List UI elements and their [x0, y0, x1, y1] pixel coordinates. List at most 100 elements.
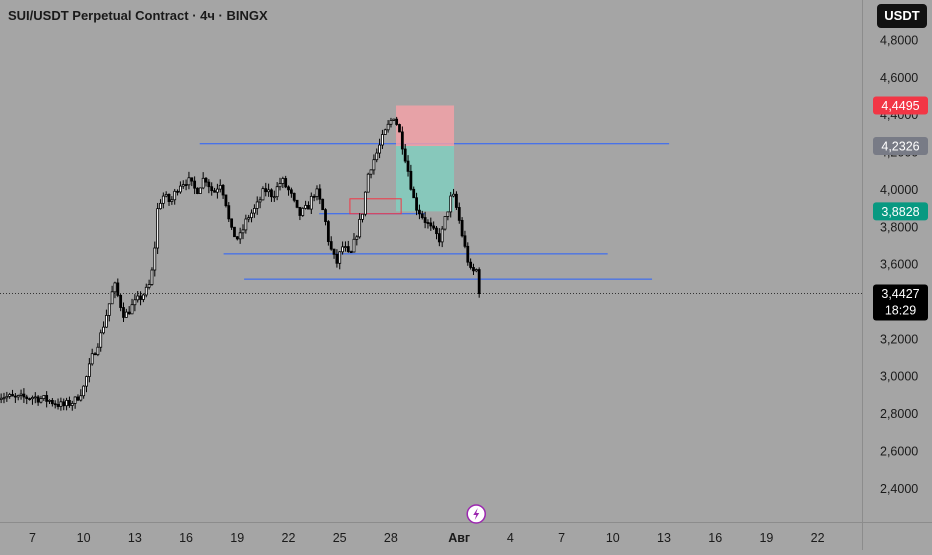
candle-body — [369, 169, 373, 175]
candle — [449, 191, 453, 218]
candle-body — [352, 238, 356, 253]
candle-body — [429, 222, 433, 227]
rectangle-drawing[interactable] — [349, 198, 402, 215]
candle-body — [349, 251, 353, 254]
time-axis[interactable]: 7 10 13 16 19 22 25 28 Авг 4 7 10 13 16 19 22 — [0, 504, 932, 545]
currency-button[interactable]: USDT — [877, 4, 927, 28]
candle-body — [184, 184, 188, 186]
candle-body — [321, 198, 325, 211]
candle — [406, 155, 410, 177]
candle — [215, 183, 219, 199]
candle-body — [0, 397, 3, 400]
candle — [48, 399, 51, 405]
candle-body — [19, 393, 23, 396]
candle-body — [230, 218, 234, 228]
candle-body — [28, 398, 31, 401]
candle — [210, 182, 214, 196]
candle — [144, 283, 148, 298]
lightning-icon[interactable] — [466, 504, 486, 524]
candle-body — [56, 404, 60, 407]
candle — [164, 191, 168, 198]
candle — [284, 175, 288, 189]
candle — [264, 182, 268, 197]
candle-body — [204, 177, 208, 183]
candle — [73, 396, 77, 409]
candle-body — [5, 395, 9, 399]
y-tick-label: 3,2000 — [880, 332, 918, 346]
candle-body — [267, 189, 271, 193]
candle — [261, 186, 265, 201]
candle-body — [102, 326, 105, 334]
candle-body — [210, 186, 214, 192]
candle-body — [378, 144, 381, 154]
candle — [355, 235, 359, 246]
candle-body — [440, 228, 444, 243]
candle-body — [420, 213, 424, 218]
candle — [181, 180, 185, 189]
candle-body — [301, 207, 305, 216]
candle-body — [298, 206, 302, 216]
candle — [352, 233, 356, 253]
candle — [156, 202, 160, 255]
candle-body — [218, 184, 222, 190]
price-axis[interactable]: 4,80004,60004,40004,20004,00003,80003,60… — [862, 0, 919, 550]
candle-body — [307, 204, 310, 210]
candle — [39, 395, 43, 404]
candle — [45, 391, 49, 408]
candle-body — [272, 196, 276, 199]
candle — [392, 118, 396, 121]
candle — [224, 194, 228, 208]
candle — [252, 204, 256, 218]
candle-body — [113, 282, 117, 293]
candle — [307, 201, 310, 210]
candle — [159, 199, 162, 210]
candle-body — [164, 194, 168, 197]
current-price-label-bg — [873, 284, 928, 321]
candle-body — [73, 396, 77, 404]
candle-body — [45, 395, 49, 402]
x-tick-label: 13 — [128, 531, 142, 545]
stop-loss-zone[interactable] — [396, 105, 455, 147]
candle-body — [16, 395, 20, 398]
candle — [423, 211, 427, 229]
x-tick-label: 4 — [507, 531, 514, 545]
candle-body — [82, 385, 86, 397]
candle — [22, 388, 26, 403]
price-label: 3,8828 — [881, 205, 919, 219]
candle — [113, 281, 117, 299]
candle — [139, 291, 142, 306]
candle-body — [250, 212, 253, 218]
candle-body — [366, 173, 370, 193]
candle — [338, 251, 342, 270]
candle-body — [289, 189, 293, 194]
y-tick-label: 4,6000 — [880, 71, 918, 85]
candle — [420, 210, 424, 220]
candle — [19, 389, 23, 400]
candle-body — [181, 184, 185, 187]
candle-body — [65, 400, 68, 407]
candle-body — [48, 399, 51, 402]
candle — [361, 213, 364, 223]
candle-body — [415, 197, 418, 211]
candle-body — [247, 217, 251, 220]
candle — [107, 303, 111, 322]
y-tick-label: 4,8000 — [880, 34, 918, 48]
candle-body — [255, 201, 259, 209]
y-tick-label: 2,6000 — [880, 444, 918, 458]
candle — [474, 268, 478, 273]
candle — [460, 217, 464, 238]
candle — [398, 123, 401, 133]
candle-body — [70, 403, 74, 406]
candle — [395, 116, 399, 126]
candle — [53, 400, 57, 409]
candle — [409, 164, 413, 191]
candle-body — [275, 186, 279, 198]
candle — [36, 395, 40, 406]
candle — [102, 321, 105, 335]
candle-body — [76, 396, 80, 401]
candle — [87, 358, 91, 383]
candle-body — [389, 120, 393, 125]
candle — [472, 263, 475, 276]
